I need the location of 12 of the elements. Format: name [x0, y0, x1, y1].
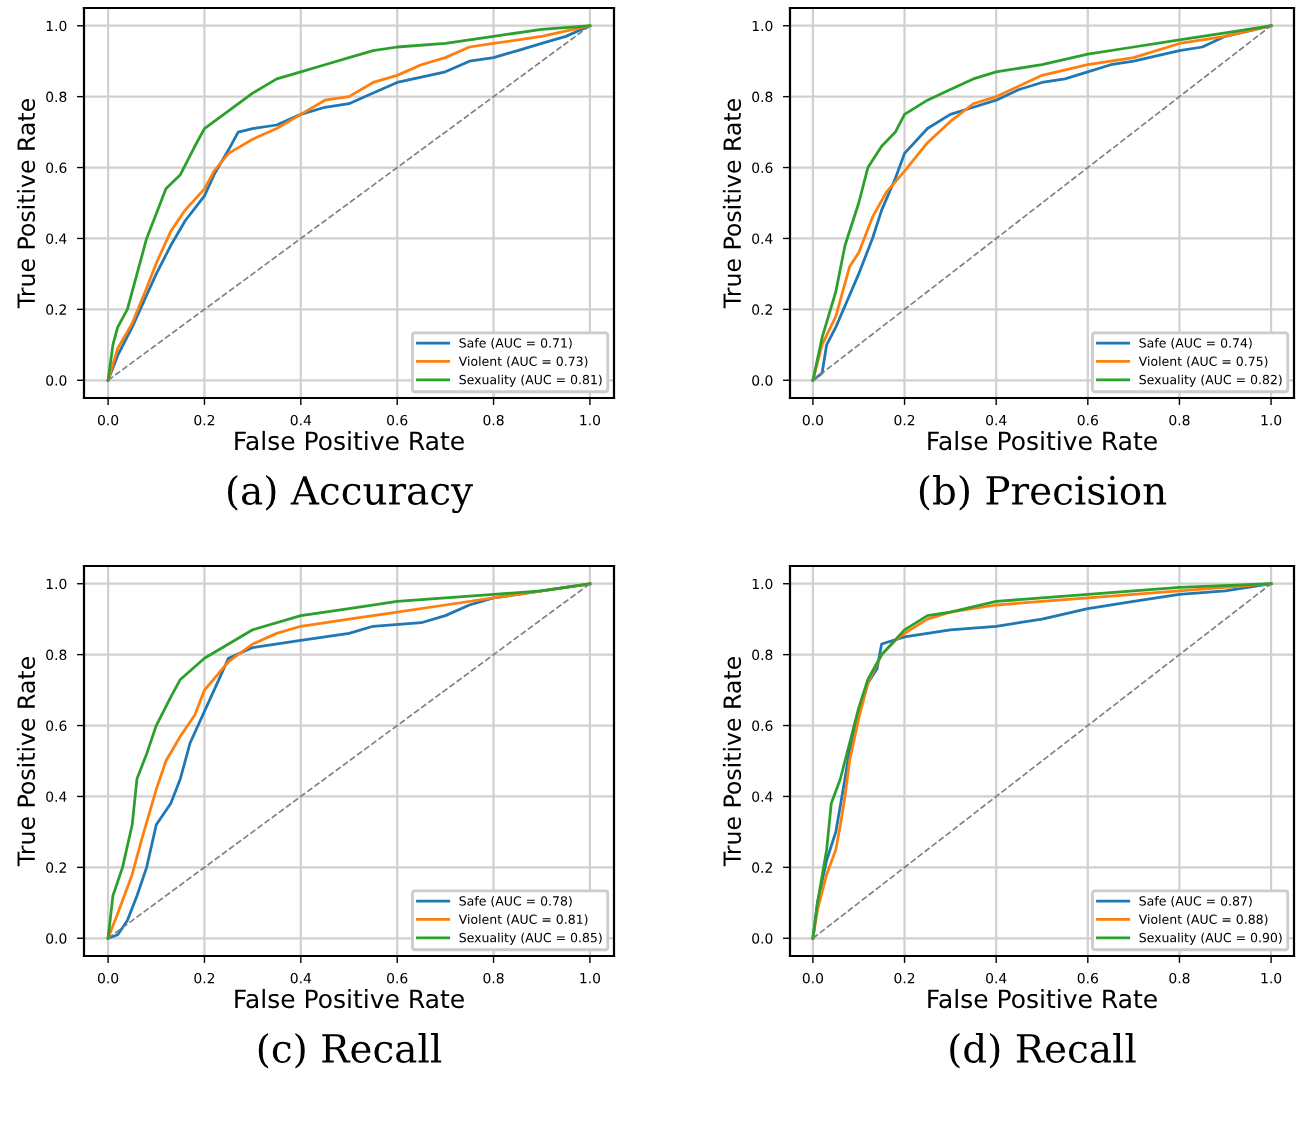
- x-axis-title: False Positive Rate: [235, 988, 464, 1009]
- y-axis-title: True Positive Rate: [722, 657, 742, 867]
- x-axis-title: False Positive Rate: [928, 988, 1157, 1009]
- text: (b) Precision: [919, 474, 1167, 511]
- y-axis-title: True Positive Rate: [16, 657, 36, 867]
- text: (a) Accuracy: [228, 474, 473, 514]
- y-axis-title: True Positive Rate: [16, 99, 36, 309]
- x-axis-title: False Positive Rate: [235, 430, 464, 451]
- x-axis-title: False Positive Rate: [928, 430, 1157, 451]
- text: (d) Recall: [950, 1032, 1136, 1069]
- text: (c) Recall: [258, 1032, 442, 1069]
- y-axis-title: True Positive Rate: [722, 99, 742, 309]
